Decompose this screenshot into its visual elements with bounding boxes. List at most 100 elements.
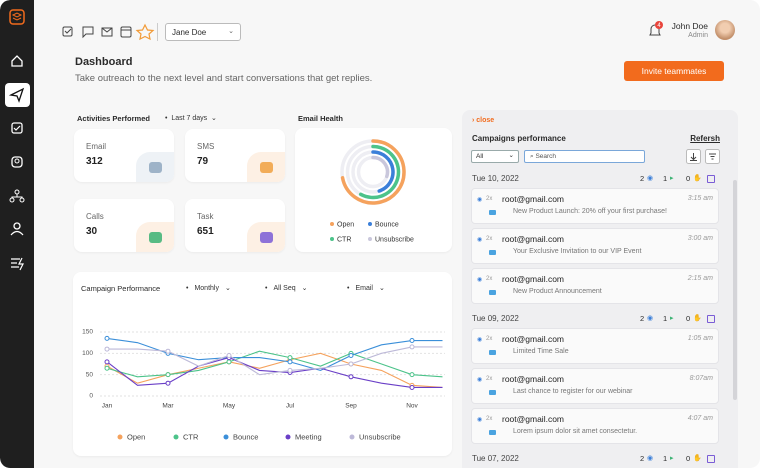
eye-icon: ◉ <box>477 337 483 343</box>
item-email: root@gmail.com <box>502 234 565 244</box>
filter-label: Monthly <box>194 285 219 292</box>
mail-icon <box>489 290 496 295</box>
campaign-item: ◉ 2x root@gmail.com 1:05 am Limited Time Sal… <box>471 328 719 364</box>
stat-icon: ◉ <box>647 315 654 322</box>
item-email: root@gmail.com <box>502 334 565 344</box>
campaign-item: ◉ 2x root@gmail.com 2:15 am New Product Anno… <box>471 268 719 304</box>
item-time: 3:00 am <box>687 235 713 242</box>
eye-icon: ◉ <box>477 377 483 383</box>
mail-icon <box>489 210 496 215</box>
stat-icon: ✋ <box>693 455 702 462</box>
item-email: root@gmail.com <box>502 194 565 204</box>
activity-card: Task 651 <box>185 199 285 252</box>
user-select[interactable]: Jane Doe ⌄ <box>165 23 241 41</box>
card-value: 79 <box>197 156 209 167</box>
invite-button[interactable]: Invite teammates <box>624 61 724 81</box>
chevron: ⌄ <box>508 152 514 159</box>
send-count: 2x <box>486 376 493 382</box>
activities-title: Activities Performed <box>77 114 150 123</box>
mail-icon <box>489 430 496 435</box>
group-stat: 2 <box>640 314 645 323</box>
item-time: 1:05 am <box>687 335 713 342</box>
stat-icon: ▸ <box>670 175 674 182</box>
close-link[interactable]: › close <box>472 117 495 124</box>
item-subject: Limited Time Sale <box>513 348 569 355</box>
campaigns-panel: › close Campaigns performance Refersh Al… <box>462 110 738 468</box>
bell-icon[interactable]: 4 <box>645 20 665 40</box>
mail-icon <box>489 390 496 395</box>
mail-icon <box>489 250 496 255</box>
item-email: root@gmail.com <box>502 374 565 384</box>
chevron: ⌄ <box>228 28 234 35</box>
group-stat: 2 <box>640 454 645 463</box>
group-stat: 1 <box>663 454 668 463</box>
scrollbar[interactable] <box>733 180 737 400</box>
filter-chevron: ⌄ <box>224 285 231 292</box>
group-stat: 0 <box>686 314 691 323</box>
chart-filter[interactable]: • All Seq ⌄ <box>265 284 308 292</box>
user-role: Admin <box>688 32 708 39</box>
campaign-item: ◉ 2x root@gmail.com 3:00 am Your Exclusive I… <box>471 228 719 264</box>
eye-icon: ◉ <box>477 277 483 283</box>
panel-title: Campaigns performance <box>472 134 566 143</box>
group-date: Tue 10, 2022 <box>472 174 519 183</box>
filter-label: Email <box>355 285 373 292</box>
stat-icon: ◉ <box>647 175 654 182</box>
card-label: SMS <box>197 142 215 151</box>
filter-value: All <box>476 153 484 160</box>
eye-icon: ◉ <box>477 237 483 243</box>
activity-card: SMS 79 <box>185 129 285 182</box>
card-value: 30 <box>86 226 98 237</box>
user-name: John Doe <box>671 21 708 31</box>
calendar-icon <box>707 455 715 463</box>
stat-icon: ▸ <box>670 455 674 462</box>
stat-icon: ◉ <box>647 455 654 462</box>
page-subtitle: Take outreach to the next level and star… <box>75 73 373 84</box>
item-time: 3:15 am <box>687 195 713 202</box>
send-count: 2x <box>486 236 493 242</box>
group-stat: 1 <box>663 174 668 183</box>
item-time: 2:15 am <box>687 275 713 282</box>
card-icon <box>149 232 162 243</box>
refresh-link[interactable]: Refersh <box>690 134 720 143</box>
filter-dot: • <box>347 285 350 292</box>
eye-icon: ◉ <box>477 417 483 423</box>
group-date: Tue 07, 2022 <box>472 454 519 463</box>
card-label: Task <box>197 212 214 221</box>
toolbar-icons[interactable] <box>60 22 160 42</box>
card-icon <box>260 162 273 173</box>
chart-filter[interactable]: • Email ⌄ <box>347 284 385 292</box>
item-time: 8:07am <box>689 375 713 382</box>
avatar[interactable] <box>715 20 735 40</box>
panel-tools[interactable] <box>686 149 722 165</box>
stat-icon: ▸ <box>670 315 674 322</box>
item-subject: New Product Announcement <box>513 288 602 295</box>
filter-chevron: ⌄ <box>301 285 308 292</box>
campaign-item: ◉ 2x root@gmail.com 4:07 am Lorem ipsum dolo… <box>471 408 719 444</box>
filter-dot: • <box>265 285 268 292</box>
email-health-title: Email Health <box>298 114 344 123</box>
eye-icon: ◉ <box>477 197 483 203</box>
item-subject: Last chance to register for our webinar <box>513 388 633 395</box>
period-select[interactable]: • Last 7 days ⌄ <box>165 115 217 122</box>
sidebar-icons <box>5 9 30 271</box>
card-label: Calls <box>86 212 104 221</box>
filter-chevron: ⌄ <box>378 285 385 292</box>
activity-card: Email 312 <box>74 129 174 182</box>
filter-select[interactable]: All ⌄ <box>471 150 519 163</box>
card-value: 312 <box>86 156 103 167</box>
card-icon <box>149 162 162 173</box>
item-email: root@gmail.com <box>502 414 565 424</box>
sidebar <box>0 0 34 468</box>
item-subject: Lorem ipsum dolor sit amet consectetur. <box>513 428 638 435</box>
chart-filter[interactable]: • Monthly ⌄ <box>186 284 231 292</box>
page-title: Dashboard <box>75 56 133 68</box>
card-icon <box>260 232 273 243</box>
separator <box>157 23 158 41</box>
chart-title: Campaign Performance <box>81 284 161 293</box>
activity-card: Calls 30 <box>74 199 174 252</box>
search-box[interactable]: ⌕ Search <box>524 150 645 163</box>
campaign-item: ◉ 2x root@gmail.com 8:07am Last chance to re… <box>471 368 719 404</box>
item-email: root@gmail.com <box>502 274 565 284</box>
